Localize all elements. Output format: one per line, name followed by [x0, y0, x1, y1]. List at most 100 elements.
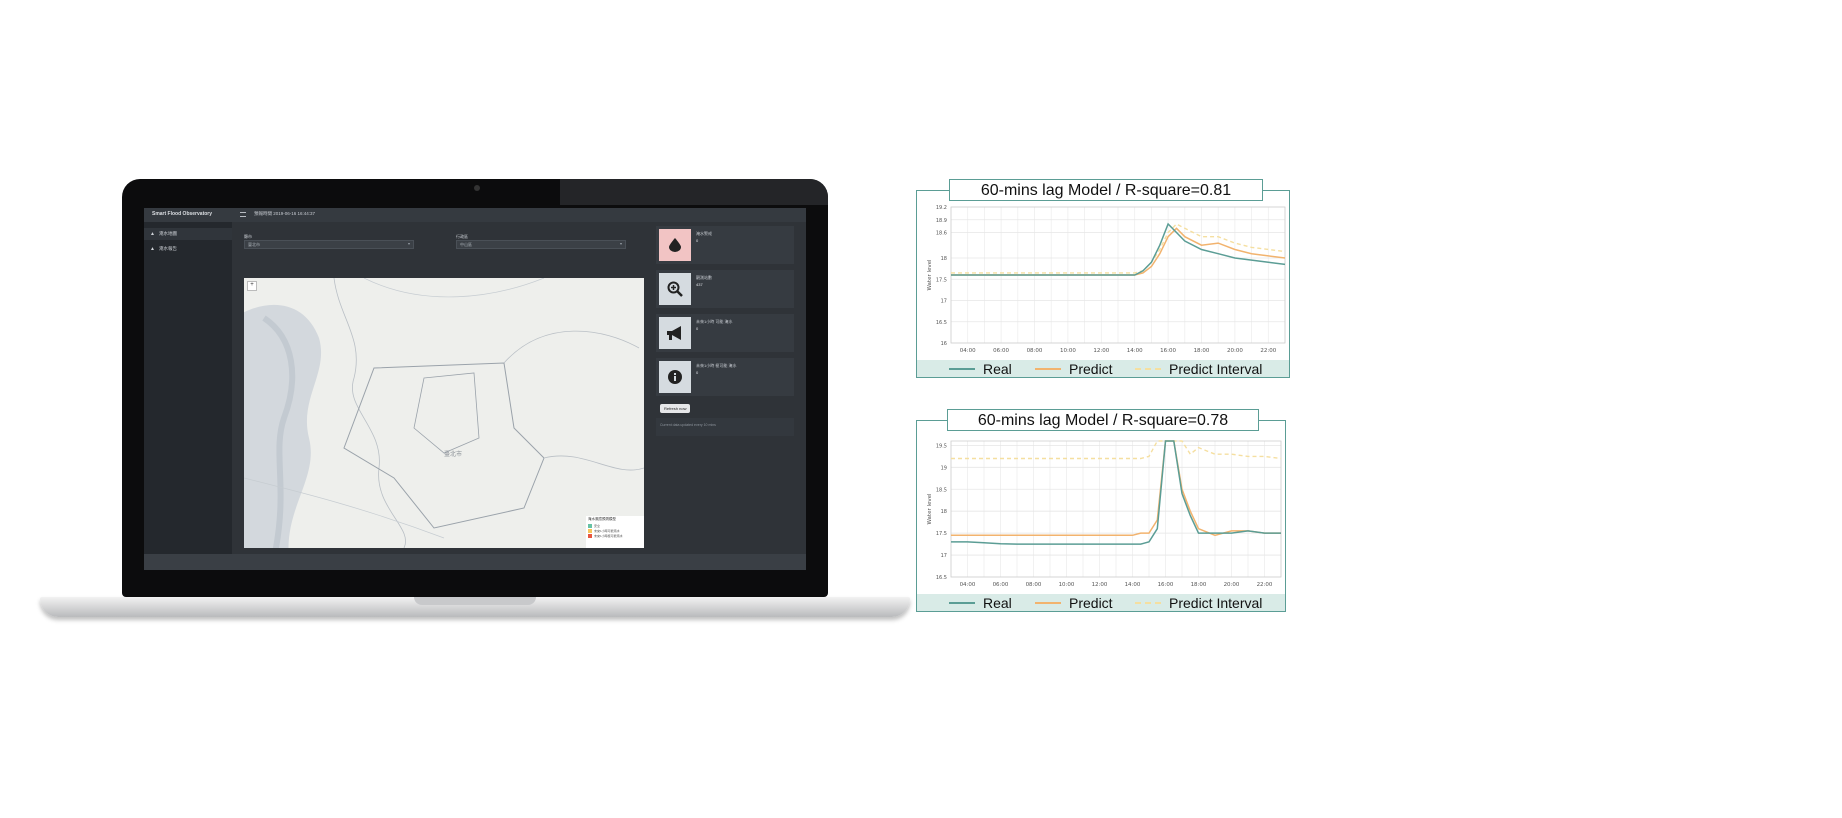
x-tick-label: 08:00 — [1027, 348, 1043, 354]
y-tick-label: 18.9 — [936, 218, 947, 224]
info-icon — [659, 361, 691, 393]
district-filter: 行政區 中山區 ▾ — [456, 234, 626, 249]
stat-card-stations: 觀測站數 437 — [656, 270, 794, 308]
x-tick-label: 10:00 — [1060, 348, 1076, 354]
y-tick-label: 16 — [941, 341, 947, 347]
sidebar-item-label: 淹水報告 — [159, 246, 177, 251]
county-select-value: 臺北市 — [248, 242, 260, 247]
stat-value: 0 — [696, 238, 699, 243]
x-tick-label: 16:00 — [1158, 582, 1174, 588]
legend-swatch-likely — [588, 533, 592, 538]
county-select[interactable]: 臺北市 ▾ — [244, 240, 414, 249]
stat-value: 0 — [696, 370, 699, 375]
legend-item-predict: Predict — [1035, 360, 1113, 377]
y-tick-label: 18 — [941, 256, 947, 262]
x-tick-label: 10:00 — [1059, 582, 1075, 588]
district-boundary — [343, 362, 545, 529]
y-tick-label: 18.5 — [936, 487, 947, 493]
stat-card-likely-flood: 未來1小時 極可能 淹水 0 — [656, 358, 794, 396]
legend-line-predict — [1035, 367, 1061, 370]
x-tick-label: 06:00 — [993, 582, 1009, 588]
legend-label: Predict Interval — [1169, 360, 1263, 377]
legend-label: Predict Interval — [1169, 594, 1263, 611]
line-chart-081: 16 16.5 17 17.5 18 18.6 18.9 19.2 04:00 06:00 08:0… — [927, 205, 1286, 354]
chart-panel-081: 16 16.5 17 17.5 18 18.6 18.9 19.2 04:00 06:00 08:0… — [916, 179, 1290, 378]
zoom-in-icon — [659, 273, 691, 305]
county-filter: 縣市 臺北市 ▾ — [244, 234, 414, 249]
legend-line-interval — [1135, 367, 1161, 370]
y-tick-label: 19 — [941, 465, 947, 471]
chart-title: 60-mins lag Model / R-square=0.78 — [947, 409, 1259, 431]
hamburger-menu-icon[interactable] — [240, 212, 246, 217]
district-boundary — [363, 278, 545, 298]
zoom-in-button[interactable]: + — [247, 281, 257, 291]
district-select[interactable]: 中山區 ▾ — [456, 240, 626, 249]
plot-area — [950, 440, 1282, 578]
x-tick-label: 14:00 — [1125, 582, 1141, 588]
stat-title: 未來1小時 極可能 淹水 — [696, 363, 737, 368]
legend-label: Real — [983, 594, 1012, 611]
series-interval-line — [951, 223, 1286, 274]
sidebar-item-flood-report[interactable]: ▲ 淹水報告 — [144, 243, 232, 255]
y-tick-label: 17 — [941, 553, 947, 559]
laptop-base — [40, 597, 910, 617]
road-line — [244, 477, 445, 539]
district-boundary — [503, 330, 640, 364]
map-legend-title: 淹水風險預測模型 — [588, 517, 616, 521]
district-boundary — [413, 372, 480, 454]
legend-line-interval — [1135, 601, 1161, 604]
x-tick-label: 04:00 — [960, 348, 976, 354]
flood-map[interactable]: 臺北市 + 淹水風險預測模型 安全 未來1小時可能淹水 未來1小時極可能淹水 — [244, 278, 644, 548]
camera-icon — [474, 185, 480, 191]
stat-value: 0 — [696, 326, 699, 331]
legend-item-real: Real — [949, 360, 1012, 377]
update-notice-text: Current data updated every 10 mins — [660, 423, 716, 427]
x-tick-label: 18:00 — [1194, 348, 1210, 354]
district-select-value: 中山區 — [460, 242, 472, 247]
legend-item-predict: Predict — [1035, 594, 1113, 611]
y-tick-label: 17.5 — [936, 277, 947, 283]
y-tick-label: 17 — [941, 299, 947, 305]
series-real-line — [951, 440, 1281, 545]
map-legend-text: 安全 — [594, 523, 601, 528]
series-predict-line — [951, 440, 1281, 537]
stat-title: 觀測站數 — [696, 275, 712, 280]
y-tick-label: 18.6 — [936, 231, 947, 237]
river-line — [262, 315, 296, 548]
chevron-down-icon: ▾ — [407, 241, 410, 246]
y-tick-label: 16.5 — [936, 575, 947, 581]
county-filter-label: 縣市 — [244, 234, 252, 239]
header-status: 預報時間 2019-06-16 16:44:37 — [254, 211, 316, 216]
x-tick-label: 16:00 — [1160, 348, 1176, 354]
legend-item-real: Real — [949, 594, 1012, 611]
x-tick-label: 18:00 — [1191, 582, 1207, 588]
legend-swatch-possible — [588, 528, 592, 533]
sidebar: ▲ 淹水地圖 ▲ 淹水報告 — [144, 222, 232, 570]
x-tick-label: 22:00 — [1257, 582, 1273, 588]
legend-label: Predict — [1069, 360, 1113, 377]
map-legend-text: 未來1小時極可能淹水 — [594, 533, 623, 538]
stat-card-possible-flood: 未來1小時 可能 淹水 0 — [656, 314, 794, 352]
map-legend-item: 安全 — [588, 523, 642, 528]
chart-legend: Real Predict Predict Interval — [917, 594, 1285, 611]
water-drop-icon — [659, 229, 691, 261]
map-legend-item: 未來1小時可能淹水 — [588, 528, 642, 533]
x-tick-label: 20:00 — [1227, 348, 1243, 354]
line-chart-078: 16.5 17 17.5 18 18.5 19 19.5 04:00 06:00 08:00 10:… — [927, 440, 1282, 588]
chart-panel-078: 16.5 17 17.5 18 18.5 19 19.5 04:00 06:00 08:00 10:… — [916, 409, 1286, 612]
update-notice: Current data updated every 10 mins — [656, 418, 794, 436]
x-tick-label: 04:00 — [960, 582, 976, 588]
series-real-line — [951, 222, 1286, 276]
sidebar-item-flood-map[interactable]: ▲ 淹水地圖 — [144, 228, 232, 240]
sidebar-item-label: 淹水地圖 — [159, 231, 177, 236]
laptop-lid-reflection — [560, 179, 828, 205]
refresh-button[interactable]: Refresh now — [660, 404, 691, 413]
map-district-label: 臺北市 — [444, 450, 462, 458]
stat-value: 437 — [696, 282, 703, 287]
legend-swatch-safe — [588, 523, 592, 528]
y-tick-label: 19.5 — [936, 443, 947, 449]
y-tick-label: 17.5 — [936, 531, 947, 537]
stat-title: 未來1小時 可能 淹水 — [696, 319, 733, 324]
y-axis-label: Water level — [927, 259, 933, 291]
legend-line-real — [949, 367, 975, 370]
